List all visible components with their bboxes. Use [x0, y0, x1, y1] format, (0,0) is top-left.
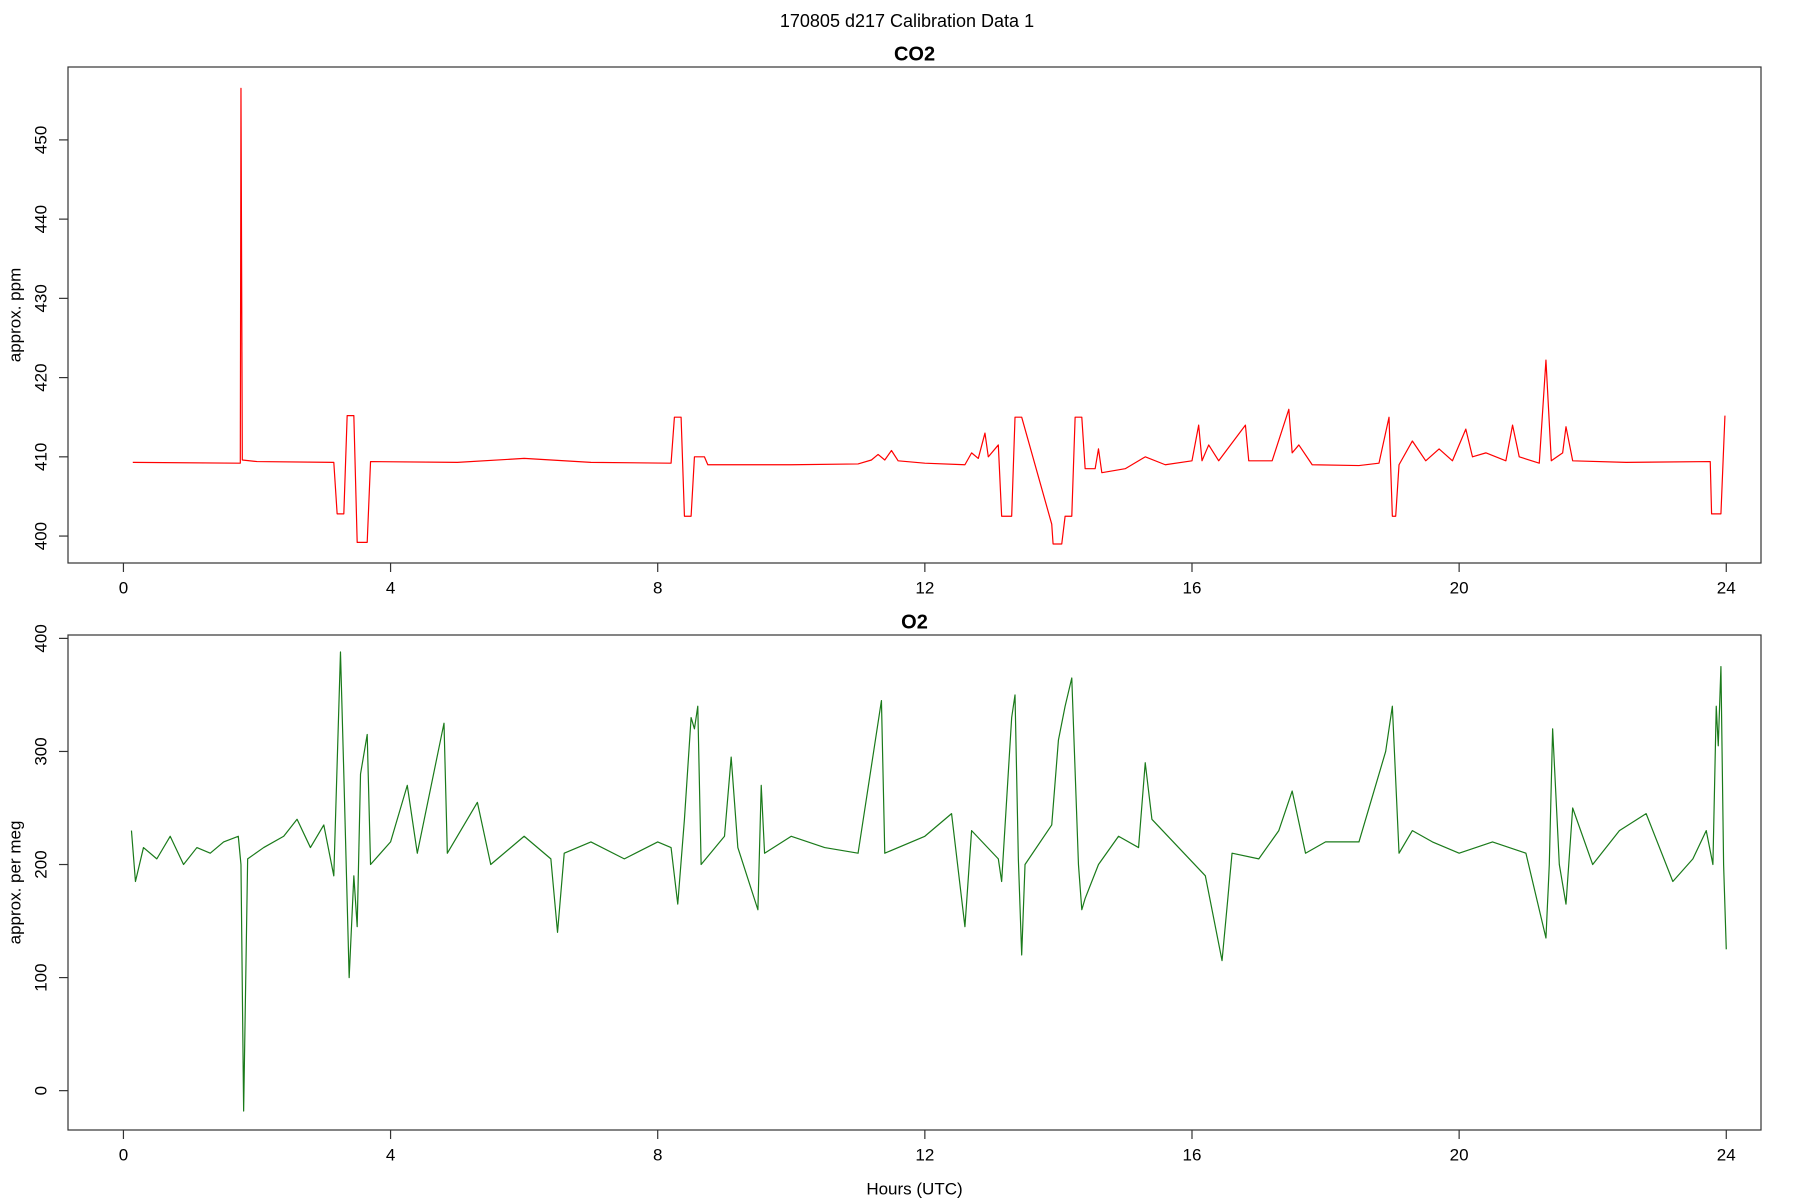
y-axis-label: approx. per meg [5, 821, 24, 945]
y-tick-label: 100 [31, 963, 50, 991]
chart-title: CO2 [894, 43, 935, 65]
x-tick-label: 24 [1717, 1145, 1736, 1164]
x-tick-label: 20 [1450, 1145, 1469, 1164]
chart-title: O2 [901, 611, 928, 633]
x-tick-label: 0 [119, 578, 128, 597]
x-tick-label: 8 [653, 578, 662, 597]
y-tick-label: 450 [31, 126, 50, 154]
y-tick-label: 440 [31, 205, 50, 233]
y-tick-label: 0 [31, 1086, 50, 1095]
y-tick-label: 400 [31, 624, 50, 652]
data-line [130, 651, 1727, 1112]
x-tick-label: 0 [119, 1145, 128, 1164]
y-tick-label: 420 [31, 363, 50, 391]
y-tick-label: 410 [31, 443, 50, 471]
plot-frame [67, 66, 1762, 564]
x-tick-label: 12 [915, 1145, 934, 1164]
x-tick-label: 8 [653, 1145, 662, 1164]
y-tick-label: 200 [31, 850, 50, 878]
y-tick-label: 400 [31, 522, 50, 550]
plot-frame [67, 634, 1762, 1131]
y-tick-label: 430 [31, 284, 50, 312]
x-tick-label: 4 [386, 1145, 395, 1164]
x-axis-label: Hours (UTC) [866, 1179, 962, 1198]
x-tick-label: 12 [915, 578, 934, 597]
x-tick-label: 4 [386, 578, 395, 597]
x-tick-label: 16 [1183, 1145, 1202, 1164]
figure-title: 170805 d217 Calibration Data 1 [780, 11, 1034, 31]
x-tick-label: 20 [1450, 578, 1469, 597]
x-tick-label: 24 [1717, 578, 1736, 597]
y-axis-label: approx. ppm [5, 268, 24, 363]
y-tick-label: 300 [31, 737, 50, 765]
x-tick-label: 16 [1183, 578, 1202, 597]
data-line [132, 87, 1726, 545]
